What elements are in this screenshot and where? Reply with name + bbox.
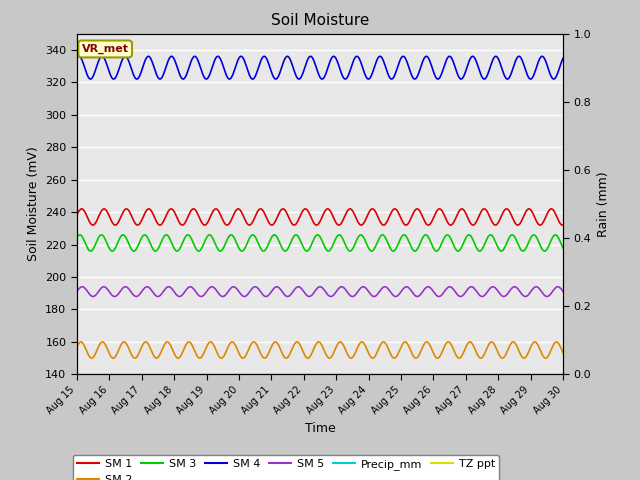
Y-axis label: Rain (mm): Rain (mm) [597, 171, 610, 237]
Y-axis label: Soil Moisture (mV): Soil Moisture (mV) [27, 146, 40, 262]
Text: VR_met: VR_met [82, 44, 129, 54]
Legend: SM 1, SM 2, SM 3, SM 4, SM 5, Precip_mm, TZ ppt: SM 1, SM 2, SM 3, SM 4, SM 5, Precip_mm,… [72, 455, 499, 480]
Title: Soil Moisture: Soil Moisture [271, 13, 369, 28]
X-axis label: Time: Time [305, 422, 335, 435]
